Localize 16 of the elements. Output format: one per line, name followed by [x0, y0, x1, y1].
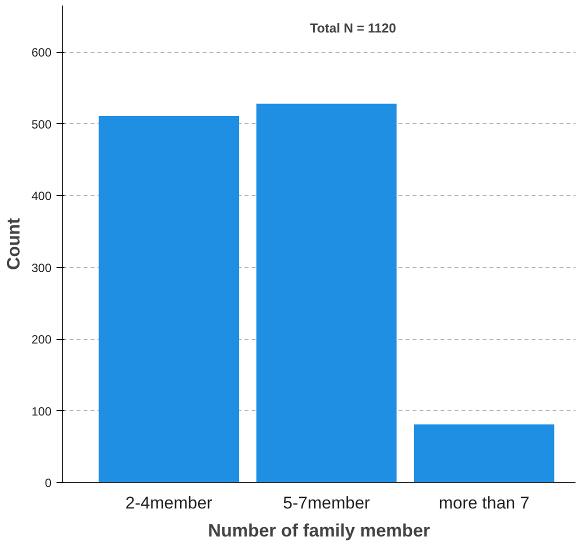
y-tick-label: 500 — [31, 117, 52, 132]
bar — [256, 104, 397, 482]
y-tick-label: 300 — [31, 260, 52, 275]
x-tick-label: 2-4member — [125, 494, 213, 512]
y-axis-title: Count — [3, 218, 24, 270]
x-axis-title: Number of family member — [208, 520, 430, 540]
bar — [98, 116, 240, 482]
y-tick-label: 0 — [44, 476, 52, 490]
x-tick-label: more than 7 — [438, 494, 530, 512]
y-tick-label: 200 — [31, 332, 52, 347]
y-tick-label: 400 — [31, 189, 52, 204]
bar — [414, 424, 554, 482]
x-tick-label: 5-7member — [283, 494, 370, 512]
annotation: Total N = 1120 — [310, 20, 396, 36]
y-tick-label: 600 — [31, 46, 52, 60]
y-tick-label: 100 — [31, 404, 52, 418]
